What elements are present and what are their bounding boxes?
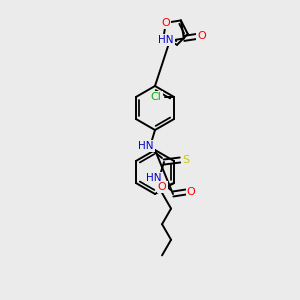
- Text: O: O: [187, 187, 195, 197]
- Text: HN: HN: [138, 141, 154, 151]
- Text: O: O: [197, 32, 206, 41]
- Text: S: S: [182, 155, 190, 165]
- Text: HN: HN: [158, 35, 174, 45]
- Text: O: O: [158, 182, 167, 192]
- Text: Cl: Cl: [151, 92, 161, 102]
- Text: HN: HN: [146, 173, 162, 183]
- Text: O: O: [161, 18, 170, 28]
